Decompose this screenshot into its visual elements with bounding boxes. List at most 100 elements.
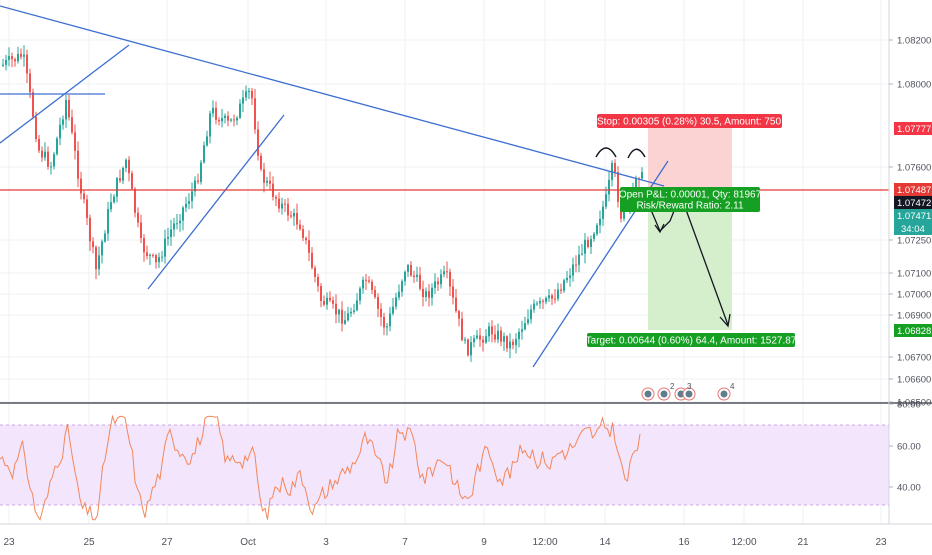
- candle: [29, 68, 31, 99]
- candle-body: [386, 326, 388, 328]
- target-price-tag: [894, 324, 932, 337]
- candle-body: [617, 172, 619, 202]
- candle-body: [569, 275, 571, 278]
- candle-body: [92, 241, 94, 248]
- candle: [407, 263, 409, 277]
- candle-body: [581, 253, 583, 255]
- candle-body: [317, 276, 319, 287]
- candle-body: [635, 178, 637, 188]
- time-tick-label: 14: [599, 537, 611, 548]
- candle: [137, 207, 139, 228]
- candle-body: [572, 264, 574, 276]
- stop-zone: [648, 128, 732, 190]
- candle-body: [515, 339, 517, 346]
- candle: [173, 217, 175, 237]
- candle: [125, 158, 127, 173]
- candle-body: [278, 198, 280, 209]
- candle: [89, 214, 91, 251]
- candle-body: [356, 300, 358, 311]
- candle: [521, 320, 523, 340]
- candle: [446, 261, 448, 279]
- candle: [308, 230, 310, 262]
- candle: [572, 257, 574, 282]
- candle-body: [431, 287, 433, 298]
- arrow-big-head: [719, 313, 731, 328]
- candle: [239, 99, 241, 120]
- candle-body: [167, 236, 169, 239]
- candle: [227, 111, 229, 127]
- candle-body: [158, 257, 160, 263]
- candle-body: [227, 115, 229, 121]
- candle-body: [251, 91, 253, 99]
- candle-body: [545, 297, 547, 302]
- candle: [164, 229, 166, 264]
- candle-body: [497, 330, 499, 340]
- candle: [41, 146, 43, 162]
- time-tick-label: 27: [161, 537, 173, 548]
- candle-body: [524, 323, 526, 330]
- candle-body: [347, 313, 349, 321]
- candle: [98, 246, 100, 276]
- candle: [545, 296, 547, 305]
- candle-body: [434, 281, 436, 288]
- event-marker[interactable]: 2: [657, 382, 675, 401]
- candle-body: [560, 289, 562, 291]
- candle: [461, 311, 463, 342]
- candle-body: [551, 295, 553, 299]
- candle: [170, 219, 172, 246]
- candle-body: [449, 271, 451, 287]
- event-marker[interactable]: 3: [674, 382, 696, 401]
- candle: [74, 124, 76, 160]
- candle: [305, 236, 307, 245]
- candle-body: [203, 145, 205, 163]
- candle-body: [140, 222, 142, 239]
- candle-body: [56, 138, 58, 155]
- candle-body: [68, 99, 70, 118]
- candle: [467, 338, 469, 357]
- event-marker[interactable]: [641, 387, 655, 401]
- countdown-tag: [894, 222, 932, 235]
- candle: [593, 231, 595, 242]
- candle: [113, 194, 115, 204]
- candle-body: [221, 118, 223, 122]
- candle-body: [185, 203, 187, 208]
- current-price-tag: [894, 196, 932, 209]
- candle-body: [539, 300, 541, 304]
- candle-body: [593, 233, 595, 240]
- candle-body: [50, 166, 52, 168]
- candle-body: [473, 338, 475, 343]
- countdown-tag-text: 34:04: [901, 224, 925, 235]
- candle-body: [131, 173, 133, 189]
- candle-body: [125, 159, 127, 168]
- candle: [146, 245, 148, 260]
- candle-body: [359, 288, 361, 301]
- event-marker[interactable]: 4: [717, 382, 735, 401]
- candle: [257, 121, 259, 161]
- candle: [110, 193, 112, 213]
- candle: [533, 299, 535, 313]
- target-label-text: Target: 0.00644 (0.60%) 64.4, Amount: 15…: [586, 336, 797, 347]
- candle-body: [290, 215, 292, 217]
- time-tick-label: 3: [323, 537, 329, 548]
- candle: [26, 49, 28, 84]
- candle: [275, 194, 277, 207]
- rsi-axis[interactable]: 80.00 60.00 40.00: [889, 400, 921, 494]
- candle: [440, 269, 442, 289]
- candle-body: [605, 194, 607, 207]
- candle-body: [74, 132, 76, 151]
- candle-body: [308, 240, 310, 253]
- candle-body: [188, 201, 190, 204]
- candle-body: [416, 274, 418, 277]
- candle: [404, 270, 406, 286]
- candle-body: [371, 281, 373, 291]
- time-axis[interactable]: 23 25 27 Oct 3 7 9 12:00 14 16 12:00 21 23: [3, 537, 887, 548]
- candle-body: [8, 56, 10, 60]
- candle-body: [122, 167, 124, 181]
- price-tick-label: 1.07250: [897, 236, 931, 247]
- candle-body: [176, 223, 178, 225]
- candle: [284, 199, 286, 213]
- candle: [575, 255, 577, 273]
- candle: [599, 210, 601, 234]
- price-axis[interactable]: 1.08200 1.08000 1.07600 1.07250 1.07100 1.070…: [889, 36, 931, 409]
